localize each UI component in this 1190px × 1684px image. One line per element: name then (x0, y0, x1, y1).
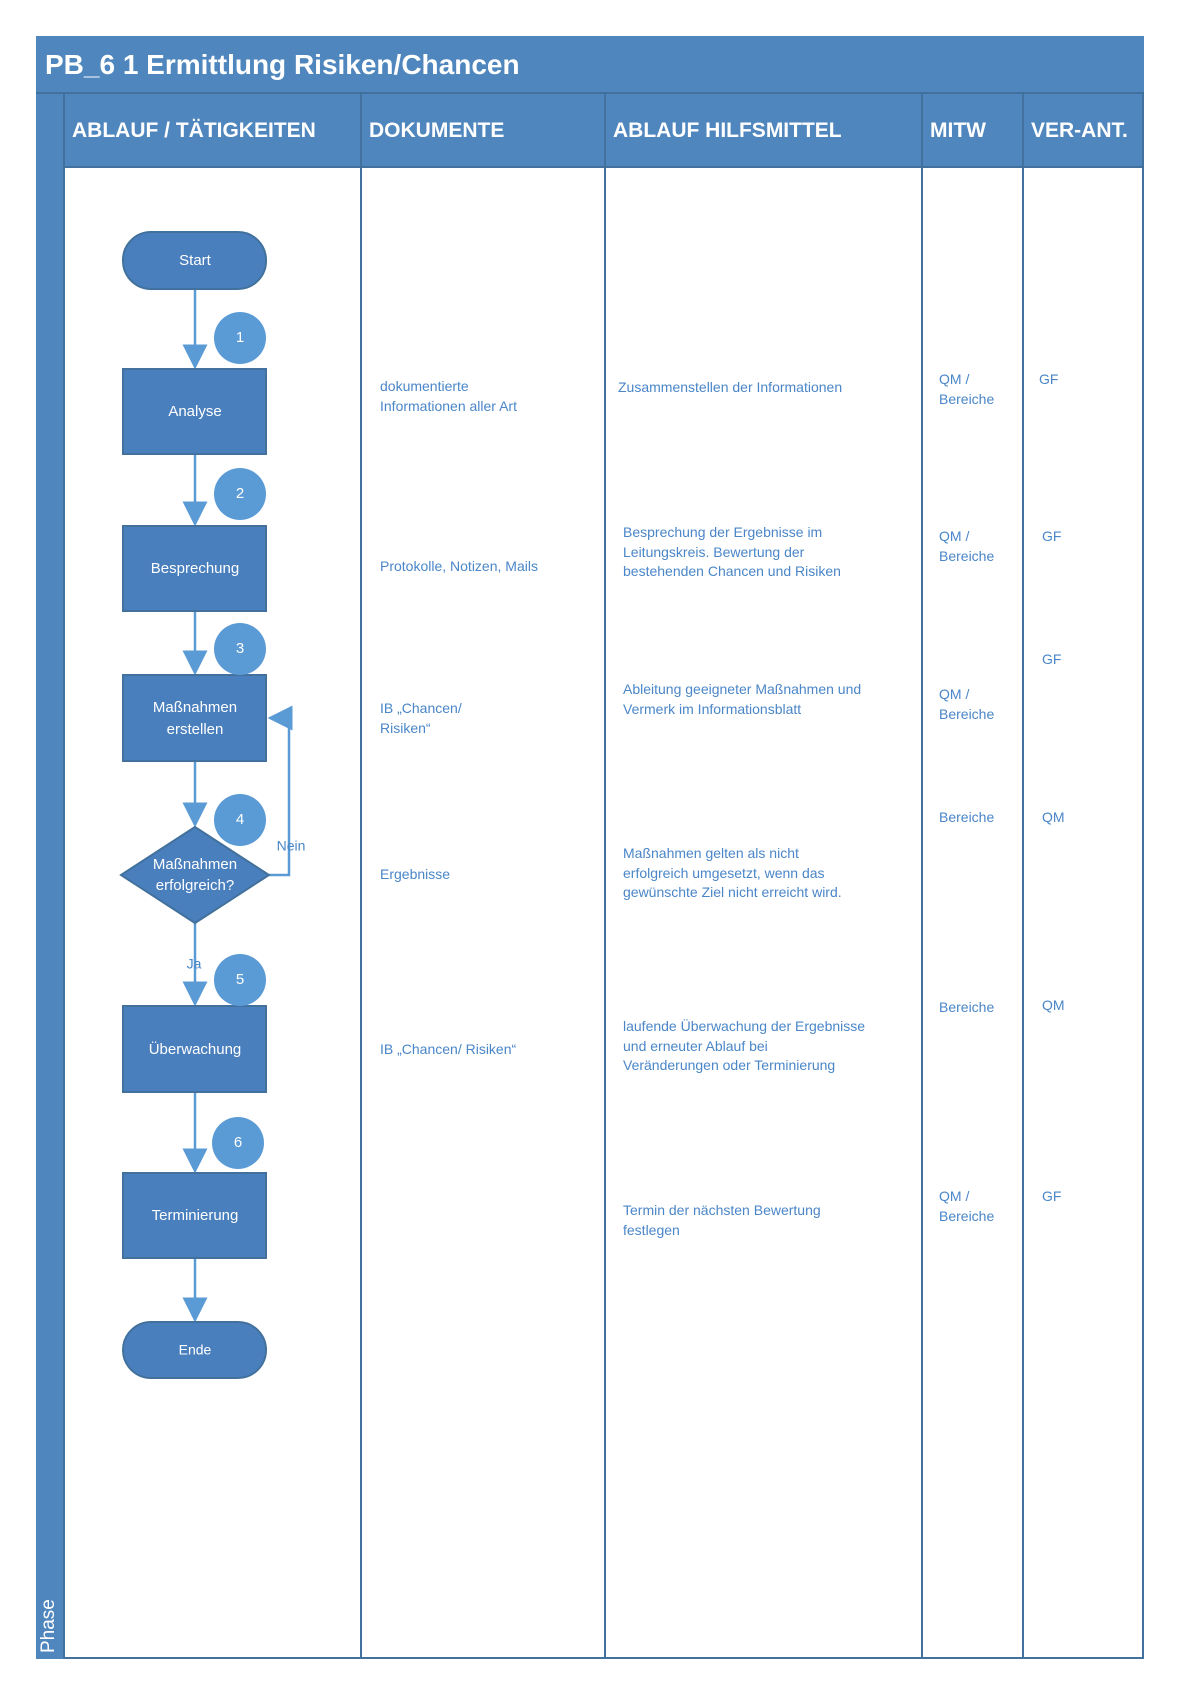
cell-verant: GF (1042, 1188, 1062, 1204)
cell-verant: QM (1042, 809, 1065, 825)
cell-dokumente: Ergebnisse (380, 866, 451, 882)
cell-mitw: QM / Bereiche (939, 528, 995, 564)
step-number-badge (212, 1117, 264, 1169)
cell-hilfsmittel: Besprechung der Ergebnisse im Leitungskr… (623, 524, 841, 579)
cell-verant: QM (1042, 997, 1065, 1013)
column-header-hilfsmittel: ABLAUF HILFSMITTEL (606, 94, 923, 168)
step-besprechung (122, 525, 267, 612)
column-header-ablauf: ABLAUF / TÄTIGKEITEN (65, 94, 362, 168)
step-label: Analyse (168, 403, 221, 420)
no-label: Nein (277, 838, 306, 854)
cell-mitw: QM / Bereiche (939, 686, 995, 722)
step-label: Maßnahmen (153, 699, 237, 716)
step-number-badge (214, 468, 266, 520)
step-number: 1 (236, 329, 244, 346)
step-number: 4 (236, 811, 244, 828)
column-divider (921, 168, 923, 1659)
cell-mitw: Bereiche (939, 999, 995, 1015)
step-label: erstellen (167, 721, 224, 738)
cell-hilfsmittel: Termin der nächsten Bewertung festlegen (623, 1202, 821, 1238)
cell-mitw: Bereiche (939, 809, 995, 825)
page-title: PB_6 1 Ermittlung Risiken/Chancen (36, 36, 1144, 94)
decision-massnahmen-erfolgreich (119, 825, 271, 925)
cell-verant: GF (1039, 371, 1059, 387)
cell-hilfsmittel: Ableitung geeigneter Maßnahmen und Verme… (623, 681, 862, 717)
cell-mitw: QM / Bereiche (939, 1188, 995, 1224)
end-terminator (122, 1321, 267, 1379)
cell-dokumente: IB „Chancen/ Risiken“ (380, 700, 462, 736)
decision-label: erfolgreich? (156, 877, 234, 894)
cell-verant: GF (1042, 651, 1062, 667)
cell-hilfsmittel: laufende Überwachung der Ergebnisse und … (623, 1018, 866, 1073)
step-label: Überwachung (149, 1040, 242, 1058)
step-number: 6 (234, 1134, 242, 1151)
column-header-dokumente: DOKUMENTE (362, 94, 606, 168)
step-analyse (122, 368, 267, 455)
step-number-badge (214, 954, 266, 1006)
end-label: Ende (179, 1342, 212, 1358)
step-label: Terminierung (152, 1207, 239, 1224)
start-terminator (122, 231, 267, 290)
step-number: 5 (236, 971, 244, 988)
column-header-mitw: MITW (923, 94, 1024, 168)
phase-column: Phase (36, 94, 65, 1659)
step-number-badge (214, 312, 266, 364)
step-number: 3 (236, 640, 244, 657)
yes-label: Ja (187, 956, 202, 972)
cell-hilfsmittel: Maßnahmen gelten als nicht erfolgreich u… (623, 845, 842, 900)
cell-dokumente: dokumentierte Informationen aller Art (380, 378, 517, 414)
column-divider (1022, 168, 1024, 1659)
step-ueberwachung (122, 1005, 267, 1093)
loop-back-arrow (267, 705, 293, 877)
decision-label: Maßnahmen (153, 856, 237, 873)
cell-verant: GF (1042, 528, 1062, 544)
cell-dokumente: Protokolle, Notizen, Mails (380, 558, 538, 574)
column-divider (604, 168, 606, 1659)
cell-dokumente: IB „Chancen/ Risiken“ (380, 1041, 517, 1057)
start-label: Start (179, 252, 212, 269)
column-header-verant: VER-ANT. (1024, 94, 1144, 168)
step-label: Besprechung (151, 560, 239, 577)
step-number-badge (214, 794, 266, 846)
step-number-badge (214, 623, 266, 675)
column-divider (360, 168, 362, 1659)
cell-mitw: QM / Bereiche (939, 371, 995, 407)
step-number: 2 (236, 485, 244, 502)
step-massnahmen-erstellen (122, 674, 267, 762)
step-terminierung (122, 1172, 267, 1259)
cell-hilfsmittel: Zusammenstellen der Informationen (618, 379, 843, 395)
